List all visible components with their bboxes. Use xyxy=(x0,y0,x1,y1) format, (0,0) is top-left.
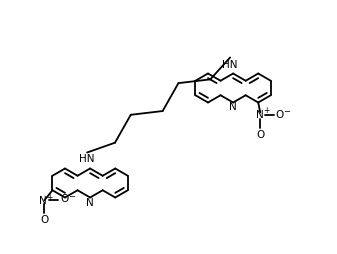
Text: O: O xyxy=(60,194,68,204)
Text: N: N xyxy=(229,103,237,113)
Text: −: − xyxy=(283,107,290,116)
Text: N: N xyxy=(86,198,94,208)
Text: O: O xyxy=(40,215,49,225)
Text: +: + xyxy=(263,106,269,115)
Text: O: O xyxy=(275,109,283,119)
Text: −: − xyxy=(68,192,75,201)
Text: HN: HN xyxy=(80,154,95,165)
Text: N: N xyxy=(38,196,46,206)
Text: O: O xyxy=(256,130,264,139)
Text: +: + xyxy=(46,193,53,202)
Text: N: N xyxy=(256,109,264,119)
Text: HN: HN xyxy=(222,59,238,70)
